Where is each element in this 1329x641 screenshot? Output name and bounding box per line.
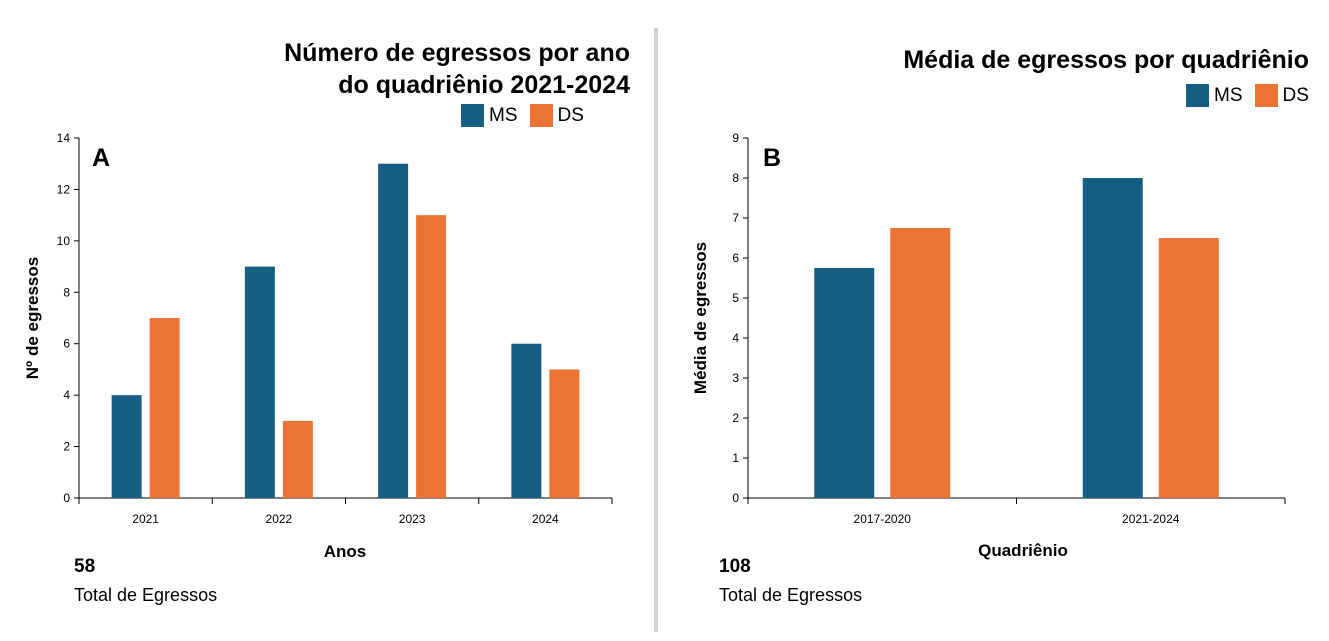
legend-swatch-ms <box>461 104 484 127</box>
chart-a-bar-ds-2022 <box>282 420 313 498</box>
chart-a-y-tick-label: 14 <box>57 131 71 145</box>
chart-b-y-axis-label: Média de egressos <box>691 242 710 394</box>
chart-a-panel-letter: A <box>92 144 110 172</box>
chart-b-title-line-1: Média de egressos por quadriênio <box>903 46 1309 74</box>
chart-b-bar-ms-2021-2024 <box>1082 178 1143 498</box>
chart-b-y-tick-label: 8 <box>732 171 739 185</box>
chart-b-y-tick-label: 7 <box>732 211 739 225</box>
chart-b-y-tick-label: 6 <box>732 251 739 265</box>
chart-a-title-line-2: do quadriênio 2021-2024 <box>338 71 630 99</box>
chart-a-y-tick-label: 6 <box>63 337 70 351</box>
chart-b-y-tick-label: 2 <box>732 411 739 425</box>
chart-a-y-tick-label: 0 <box>63 491 70 505</box>
chart-a-y-axis-label: Nº de egressos <box>23 257 42 379</box>
chart-b-panel-letter: B <box>763 144 781 172</box>
chart-a-bar-ms-2021 <box>111 395 142 498</box>
chart-a-total-value: 58 <box>74 556 96 577</box>
legend-label-ms: MS <box>489 104 518 126</box>
chart-b-y-tick-label: 3 <box>732 371 739 385</box>
chart-a-svg: 0 2 4 6 8 10 12 14 2021 2022 2023 2024 A Anos Nº de eg… <box>23 131 613 561</box>
chart-b-y-tick-label: 0 <box>732 491 739 505</box>
chart-b-bar-ds-2017-2020 <box>890 228 951 498</box>
legend-label-ms: MS <box>1214 84 1243 106</box>
legend-swatch-ds <box>1254 84 1278 107</box>
legend-label-ds: DS <box>557 104 584 126</box>
legend-item-ds: DS <box>529 104 584 127</box>
chart-panel-b: Média de egressos por quadriênio MS DS 0… <box>660 0 1329 641</box>
chart-b-y-tick-label: 4 <box>732 331 739 345</box>
legend-item-ms: MS <box>1186 84 1243 107</box>
chart-b-svg: 0 1 2 3 4 5 6 7 8 9 2017-2020 2021-2024 B Quadriênio M… <box>691 131 1286 560</box>
panel-divider <box>654 28 658 632</box>
chart-b-x-tick-label: 2017-2020 <box>854 512 912 526</box>
chart-a-legend: MS DS <box>449 104 584 127</box>
chart-b-y-tick-label: 5 <box>732 291 739 305</box>
chart-b-y-tick-label: 9 <box>732 131 739 145</box>
chart-a-title-line-1: Número de egressos por ano <box>284 39 630 67</box>
chart-a-bar-ds-2021 <box>149 318 180 498</box>
chart-a-title: Número de egressos por ano do quadriênio… <box>284 37 630 101</box>
chart-a-x-tick-label: 2022 <box>266 512 293 526</box>
chart-a-x-axis-label: Anos <box>324 542 367 561</box>
chart-a-bar-ms-2022 <box>244 266 275 498</box>
chart-a-y-tick-label: 4 <box>63 388 70 402</box>
chart-a-x-tick-label: 2024 <box>532 512 559 526</box>
chart-a-x-tick-label: 2023 <box>399 512 426 526</box>
chart-a-y-tick-label: 8 <box>63 285 70 299</box>
chart-b-x-axis-label: Quadriênio <box>978 541 1068 560</box>
chart-b-bar-ds-2021-2024 <box>1158 238 1219 498</box>
chart-a-y-tick-label: 10 <box>57 234 71 248</box>
chart-b-y-tick-label: 1 <box>732 451 739 465</box>
chart-a-total-label: Total de Egressos <box>74 585 218 605</box>
legend-swatch-ds <box>529 104 553 127</box>
chart-b-legend: MS DS <box>1174 84 1309 107</box>
chart-b-total-value: 108 <box>719 556 751 577</box>
legend-item-ms: MS <box>461 104 518 127</box>
legend-swatch-ms <box>1186 84 1209 107</box>
chart-b-total-label: Total de Egressos <box>719 585 863 605</box>
chart-b-title: Média de egressos por quadriênio <box>903 44 1309 76</box>
chart-b-bar-ms-2017-2020 <box>814 268 875 498</box>
chart-a-y-tick-label: 12 <box>57 182 71 196</box>
chart-a-bar-ds-2024 <box>549 369 580 498</box>
chart-a-bar-ms-2023 <box>378 163 409 498</box>
legend-label-ds: DS <box>1282 84 1309 106</box>
chart-a-y-tick-label: 2 <box>63 440 70 454</box>
chart-a-x-tick-label: 2021 <box>132 512 159 526</box>
chart-b-x-tick-label: 2021-2024 <box>1122 512 1180 526</box>
chart-a-bar-ds-2023 <box>416 215 447 498</box>
chart-panel-a: Número de egressos por ano do quadriênio… <box>0 0 655 641</box>
chart-a-bar-ms-2024 <box>511 343 542 498</box>
legend-item-ds: DS <box>1254 84 1309 107</box>
